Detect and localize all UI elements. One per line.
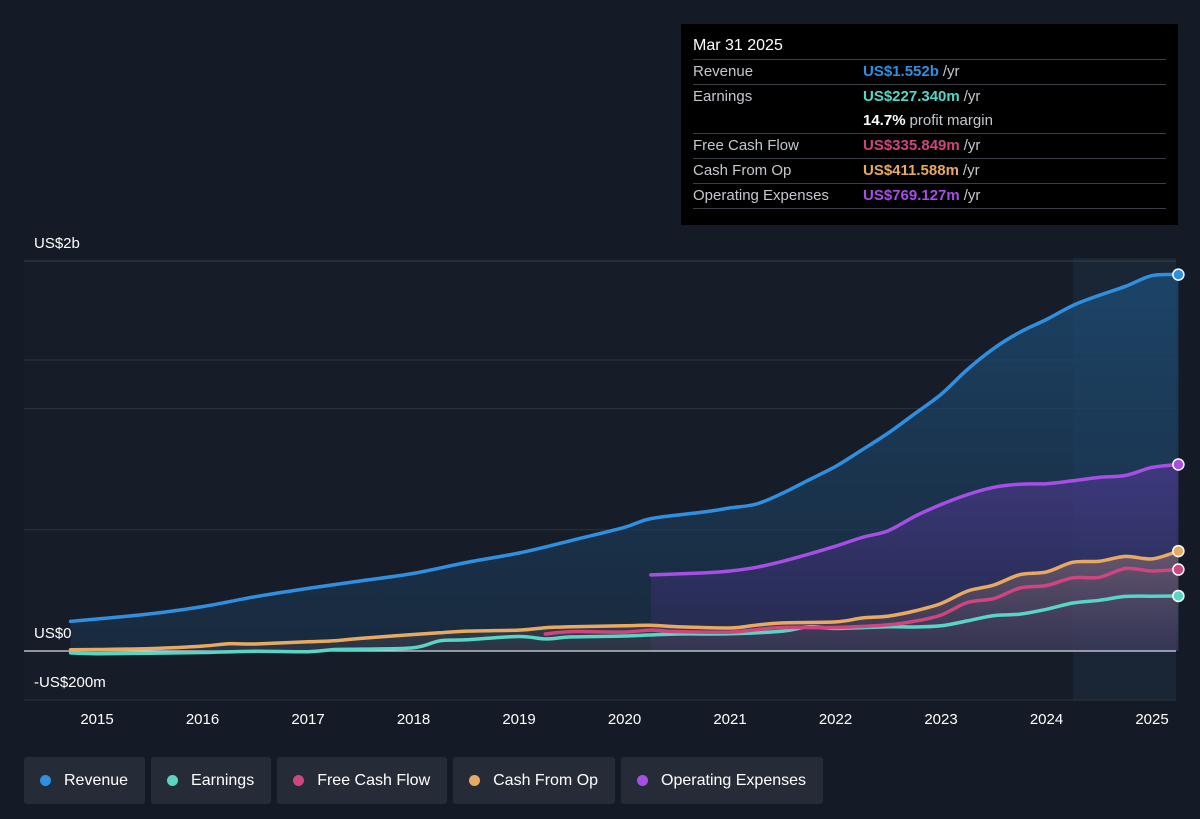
tooltip-row-unit: /yr	[942, 63, 960, 80]
legend-label: Earnings	[191, 771, 255, 789]
y-axis-label: -US$200m	[34, 674, 106, 691]
legend-dot-icon	[167, 775, 179, 786]
legend-item-cash-from-op[interactable]: Cash From Op	[453, 757, 616, 804]
tooltip-row-label: Revenue	[693, 63, 754, 80]
x-axis-tick-label: 2016	[186, 711, 219, 728]
tooltip-row-unit: /yr	[963, 137, 981, 154]
earnings-end-marker	[1172, 589, 1185, 603]
legend-label: Cash From Op	[493, 771, 599, 789]
x-axis-tick-label: 2019	[502, 711, 535, 728]
tooltip-row-value: US$227.340m	[863, 88, 960, 105]
tooltip-row-label: Earnings	[693, 88, 753, 105]
tooltip-row-unit: profit margin	[909, 112, 993, 129]
legend-dot-icon	[293, 775, 305, 786]
cash-from-op-end-marker	[1172, 544, 1185, 558]
legend-dot-icon	[469, 775, 481, 786]
legend-item-operating-expenses[interactable]: Operating Expenses	[621, 757, 824, 804]
x-axis-tick-label: 2020	[608, 711, 641, 728]
x-axis-tick-label: 2021	[713, 711, 746, 728]
tooltip-row: Revenue US$1.552b/yr	[693, 59, 1166, 84]
legend-item-revenue[interactable]: Revenue	[24, 757, 146, 804]
tooltip-date: Mar 31 2025	[693, 37, 783, 54]
x-axis-tick-label: 2017	[291, 711, 324, 728]
tooltip-row-unit: /yr	[963, 187, 981, 204]
revenue-end-marker	[1172, 268, 1185, 281]
tooltip-row-unit: /yr	[963, 88, 981, 105]
earnings-line	[68, 594, 1181, 656]
legend-label: Revenue	[64, 771, 129, 789]
tooltip-row-label: Free Cash Flow	[693, 137, 799, 154]
y-axis-label: US$2b	[34, 235, 80, 252]
x-axis-tick-label: 2024	[1030, 711, 1063, 728]
tooltip-row: Earnings US$227.340m/yr	[693, 84, 1166, 109]
legend-dot-icon	[637, 775, 649, 786]
tooltip-row: 14.7% profit margin	[693, 109, 1166, 133]
x-axis-tick-label: 2018	[397, 711, 430, 728]
tooltip-row-label: Cash From Op	[693, 162, 792, 179]
y-axis-label: US$0	[34, 625, 72, 642]
tooltip-row: Operating Expenses US$769.127m/yr	[693, 183, 1166, 209]
operating-expenses-line	[649, 462, 1181, 577]
legend-item-free-cash-flow[interactable]: Free Cash Flow	[277, 757, 448, 804]
legend-item-earnings[interactable]: Earnings	[151, 757, 272, 804]
tooltip-panel: Mar 31 2025 Revenue US$1.552b/yr Earnings U…	[681, 24, 1178, 225]
tooltip-row-label	[693, 109, 863, 133]
tooltip-row: Cash From Op US$411.588m/yr	[693, 158, 1166, 183]
legend-dot-icon	[40, 775, 51, 786]
legend-label: Operating Expenses	[661, 771, 807, 789]
tooltip-row-label: Operating Expenses	[693, 187, 829, 204]
free-cash-flow-end-marker	[1172, 563, 1185, 576]
legend-label: Free Cash Flow	[317, 771, 431, 789]
revenue-line	[68, 272, 1181, 624]
tooltip-row-value: US$335.849m	[863, 137, 960, 154]
free-cash-flow-line	[543, 566, 1181, 636]
tooltip-row-value: 14.7%	[863, 112, 906, 129]
tooltip-row-value: US$1.552b	[863, 63, 939, 80]
cash-from-op-line	[68, 549, 1181, 652]
legend: Revenue Earnings Free Cash Flow Cash From O…	[24, 757, 824, 804]
x-axis-tick-label: 2015	[80, 711, 113, 728]
x-axis-tick-label: 2022	[819, 711, 852, 728]
operating-expenses-end-marker	[1172, 458, 1185, 471]
tooltip-row: Free Cash Flow US$335.849m/yr	[693, 133, 1166, 158]
x-axis-tick-label: 2025	[1135, 711, 1168, 728]
tooltip-row-value: US$411.588m	[863, 162, 959, 179]
tooltip-row-value: US$769.127m	[863, 187, 960, 204]
tooltip-row-unit: /yr	[962, 162, 980, 179]
x-axis-tick-label: 2023	[924, 711, 957, 728]
